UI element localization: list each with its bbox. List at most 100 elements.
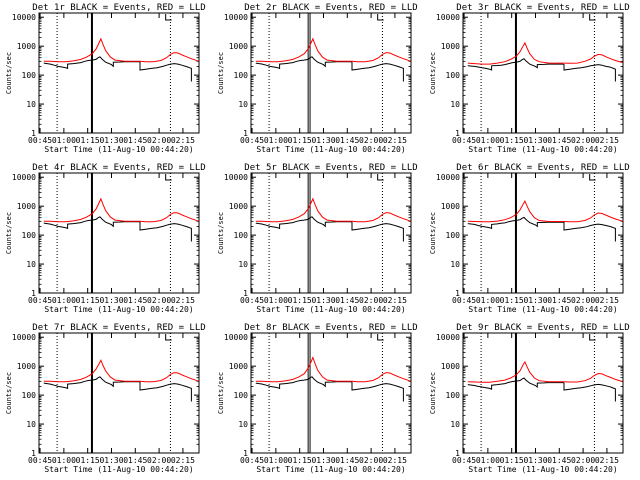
x-tick-label: 01:30 xyxy=(523,136,547,145)
y-tick-label: 10 xyxy=(238,100,248,109)
chart-title: Det 6r BLACK = Events, RED = LLD xyxy=(456,163,629,173)
y-tick-label: 100 xyxy=(234,71,249,80)
step-marker xyxy=(377,14,384,21)
y-axis-label: Counts/sec xyxy=(429,212,437,254)
x-tick-label: 01:15 xyxy=(288,136,312,145)
x-tick-label: 01:30 xyxy=(99,136,123,145)
x-tick-label: 01:30 xyxy=(523,456,547,465)
lld-series-line xyxy=(43,37,200,63)
x-tick-label: 00:45 xyxy=(240,296,264,305)
x-tick-label: 01:00 xyxy=(264,296,288,305)
x-tick-label: 00:45 xyxy=(240,136,264,145)
y-tick-label: 10 xyxy=(450,420,460,429)
x-tick-label: 01:00 xyxy=(476,456,500,465)
chart-panel-9: Det 9r BLACK = Events, RED = LLD Counts/s… xyxy=(429,323,630,474)
x-tick-label: 02:15 xyxy=(171,456,195,465)
x-axis-label: Start Time (11-Aug-10 00:44:20) xyxy=(468,145,617,154)
x-tick-label: 01:00 xyxy=(52,296,76,305)
y-tick-label: 10000 xyxy=(12,13,36,22)
x-tick-label: 01:00 xyxy=(264,456,288,465)
lld-series-line xyxy=(467,360,624,383)
y-tick-label: 100 xyxy=(446,391,461,400)
y-tick-label: 1000 xyxy=(17,42,36,51)
step-marker xyxy=(165,14,172,21)
x-tick-label: 00:45 xyxy=(240,456,264,465)
x-axis-label: Start Time (11-Aug-10 00:44:20) xyxy=(44,145,193,154)
step-marker xyxy=(377,174,384,181)
lld-series-line xyxy=(255,356,412,383)
chart-panel-7: Det 7r BLACK = Events, RED = LLD Counts/s… xyxy=(5,323,206,474)
x-tick-label: 02:15 xyxy=(171,136,195,145)
y-tick-label: 10 xyxy=(450,260,460,269)
y-tick-label: 10 xyxy=(26,260,36,269)
plot-frame xyxy=(462,332,624,454)
x-tick-label: 02:15 xyxy=(383,456,407,465)
step-marker xyxy=(165,174,172,181)
y-axis-label: Counts/sec xyxy=(429,372,437,414)
x-tick-label: 02:15 xyxy=(383,136,407,145)
x-tick-label: 01:30 xyxy=(523,296,547,305)
x-tick-label: 00:45 xyxy=(28,456,52,465)
y-tick-label: 100 xyxy=(22,391,37,400)
y-tick-label: 10000 xyxy=(436,13,460,22)
x-tick-label: 00:45 xyxy=(28,296,52,305)
x-tick-label: 01:45 xyxy=(547,296,571,305)
x-tick-label: 01:00 xyxy=(476,136,500,145)
plot-frame xyxy=(250,172,412,294)
y-tick-label: 1 xyxy=(455,449,460,458)
lld-series-line xyxy=(43,359,200,383)
x-tick-label: 01:45 xyxy=(335,296,359,305)
step-marker xyxy=(589,14,596,21)
x-tick-label: 01:30 xyxy=(99,456,123,465)
y-tick-label: 1 xyxy=(31,289,36,298)
y-tick-label: 10000 xyxy=(436,333,460,342)
x-tick-label: 02:15 xyxy=(171,296,195,305)
lld-series-line xyxy=(255,37,412,63)
x-tick-label: 02:15 xyxy=(595,296,619,305)
events-series-line xyxy=(467,377,616,402)
y-tick-label: 10000 xyxy=(436,173,460,182)
chart-title: Det 4r BLACK = Events, RED = LLD xyxy=(32,163,205,173)
y-tick-label: 10000 xyxy=(224,13,248,22)
y-tick-label: 1000 xyxy=(229,202,248,211)
x-tick-label: 01:15 xyxy=(500,136,524,145)
x-tick-label: 00:45 xyxy=(452,136,476,145)
chart-title: Det 2r BLACK = Events, RED = LLD xyxy=(244,3,417,13)
x-tick-label: 01:00 xyxy=(264,136,288,145)
y-axis-label: Counts/sec xyxy=(5,372,13,414)
chart-panel-6: Det 6r BLACK = Events, RED = LLD Counts/s… xyxy=(429,163,630,314)
y-tick-label: 10000 xyxy=(12,333,36,342)
y-tick-label: 100 xyxy=(22,71,37,80)
step-marker xyxy=(589,174,596,181)
x-axis-label: Start Time (11-Aug-10 00:44:20) xyxy=(468,465,617,474)
events-series-line xyxy=(43,376,192,402)
x-tick-label: 01:00 xyxy=(52,136,76,145)
x-tick-label: 02:00 xyxy=(359,296,383,305)
x-tick-label: 02:00 xyxy=(147,296,171,305)
lld-series-line xyxy=(43,197,200,223)
y-axis-label: Counts/sec xyxy=(5,212,13,254)
y-tick-label: 1000 xyxy=(441,202,460,211)
x-tick-label: 01:00 xyxy=(476,296,500,305)
y-tick-label: 1 xyxy=(243,289,248,298)
x-tick-label: 02:00 xyxy=(571,296,595,305)
x-tick-label: 01:45 xyxy=(335,456,359,465)
y-tick-label: 10000 xyxy=(12,173,36,182)
x-tick-label: 02:00 xyxy=(571,136,595,145)
x-tick-label: 01:30 xyxy=(311,136,335,145)
events-series-line xyxy=(467,216,616,242)
x-tick-label: 01:45 xyxy=(547,456,571,465)
x-tick-label: 01:30 xyxy=(99,296,123,305)
y-axis-label: Counts/sec xyxy=(217,52,225,94)
x-tick-label: 01:15 xyxy=(76,456,100,465)
plot-frame xyxy=(38,12,200,134)
chart-title: Det 3r BLACK = Events, RED = LLD xyxy=(456,3,629,13)
x-tick-label: 02:00 xyxy=(359,456,383,465)
x-tick-label: 00:45 xyxy=(28,136,52,145)
y-tick-label: 10000 xyxy=(224,173,248,182)
y-tick-label: 100 xyxy=(234,231,249,240)
chart-panel-4: Det 4r BLACK = Events, RED = LLD Counts/s… xyxy=(5,163,206,314)
x-tick-label: 01:45 xyxy=(123,296,147,305)
y-axis-label: Counts/sec xyxy=(429,52,437,94)
events-series-line xyxy=(467,58,616,82)
